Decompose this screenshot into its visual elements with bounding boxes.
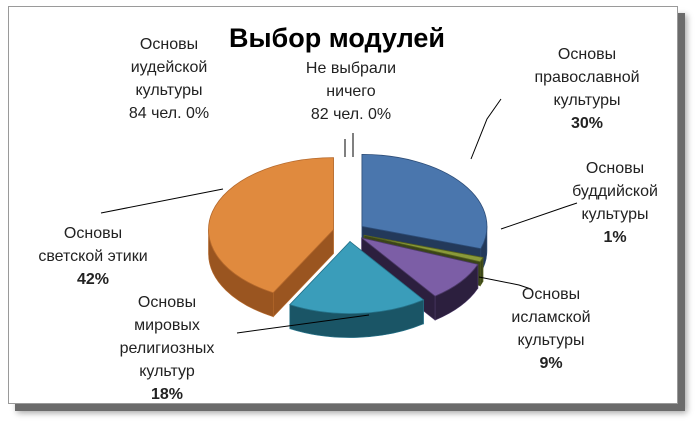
slice-label-4: Основы светской этики 42% — [38, 225, 147, 288]
slice-label-line: иудейской — [131, 59, 208, 76]
leader-line-3 — [236, 314, 370, 334]
slice-label-line: светской этики — [38, 248, 147, 265]
pie-slice-zero-sliver-b — [353, 154, 357, 218]
slice-label-line: исламской — [511, 309, 590, 326]
slice-percent-label: 9% — [539, 355, 562, 372]
slice-label-6: Не выбрали ничего 82 чел. 0% — [306, 60, 396, 123]
slice-label-line: религиозных — [120, 340, 215, 357]
chart-title: Выбор модулей — [229, 23, 445, 53]
slice-label-line: Основы — [558, 46, 616, 63]
leader-line-4 — [100, 188, 224, 214]
slice-label-2: Основы исламской культуры 9% — [511, 286, 590, 372]
pie-slice-4 — [208, 157, 334, 318]
slice-label-line: культуры — [136, 82, 203, 99]
slice-percent-label: 42% — [77, 271, 109, 288]
slice-label-line: культур — [139, 363, 195, 380]
slice-label-5: Основы иудейской культуры 84 чел. 0% — [129, 36, 209, 122]
slice-label-line: культуры — [582, 206, 649, 223]
slice-label-0: Основы православной культуры 30% — [534, 46, 639, 132]
chart-frame: Выбор модулей Основы православной культуры… — [8, 6, 678, 404]
slice-label-line: буддийской — [572, 183, 658, 200]
slice-labels: Основы православной культуры 30% Основы будди… — [38, 36, 658, 403]
slice-label-1: Основы буддийской культуры 1% — [572, 160, 658, 246]
slice-label-line: культуры — [554, 92, 621, 109]
pie-slice-3 — [289, 240, 425, 338]
leader-lines — [100, 98, 578, 334]
slice-label-line: ничего — [326, 83, 375, 100]
slice-percent-label: 18% — [151, 386, 183, 403]
slice-label-line: православной — [534, 69, 639, 86]
slice-label-3: Основы мировых религиозных культур 18% — [120, 294, 215, 403]
slice-percent-label: 30% — [571, 115, 603, 132]
slice-percent-label: 1% — [603, 229, 626, 246]
slice-label-line: Не выбрали — [306, 60, 396, 77]
slice-label-line: Основы — [586, 160, 644, 177]
slice-label-line: Основы — [140, 36, 198, 53]
leader-line-2 — [478, 276, 532, 290]
slice-label-line: 82 чел. 0% — [311, 106, 391, 123]
slice-label-line: 84 чел. 0% — [129, 105, 209, 122]
pie-slices — [208, 153, 488, 338]
pie-chart: Выбор модулей Основы православной культуры… — [38, 23, 658, 403]
pie-slice-zero-sliver-a — [341, 154, 345, 218]
slice-label-line: мировых — [134, 317, 200, 334]
leader-line-0 — [470, 98, 502, 160]
slice-label-line: Основы — [522, 286, 580, 303]
leader-line-1 — [500, 202, 578, 230]
slice-label-line: Основы — [64, 225, 122, 242]
slice-label-line: Основы — [138, 294, 196, 311]
slice-label-line: культуры — [518, 332, 585, 349]
